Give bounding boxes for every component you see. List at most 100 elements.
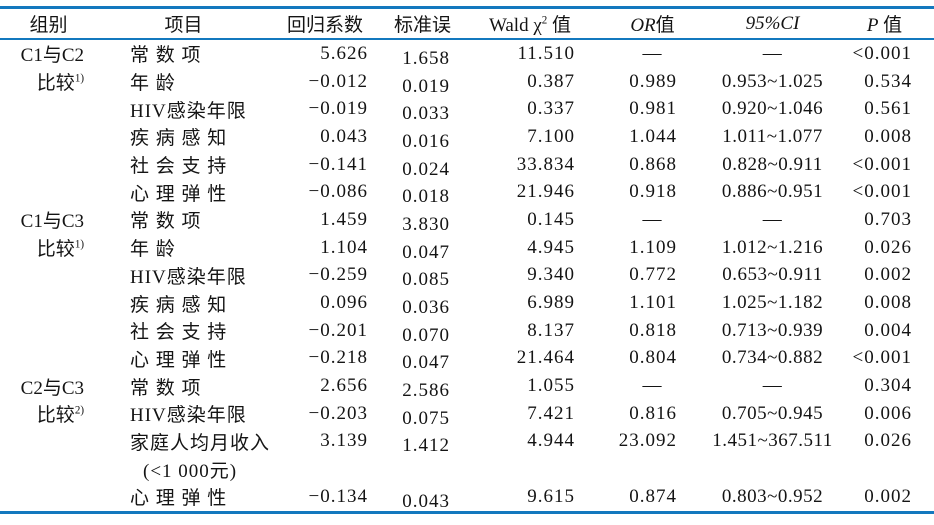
cell-coef: −0.086 — [308, 181, 368, 203]
table-row: 比较2) HIV感染年限 −0.203 0.075 7.421 0.816 0.705~0.… — [0, 400, 934, 429]
cell-se — [380, 455, 465, 483]
cell-wald: 8.137 — [527, 319, 575, 341]
cell-ci: 1.011~1.077 — [722, 125, 823, 147]
cell-ci: — — [762, 42, 783, 64]
cell-wald — [465, 455, 595, 483]
cell-ci: 0.713~0.939 — [721, 319, 824, 341]
cell-coef: −0.259 — [308, 264, 368, 286]
cell-item: 常 数 项 — [130, 211, 202, 233]
cell-p: <0.001 — [852, 153, 912, 175]
col-header-se: 标准误 — [380, 7, 465, 40]
cell-ci — [710, 455, 835, 483]
cell-ci: — — [762, 208, 783, 230]
cell-item: (<1 000元) — [143, 460, 238, 482]
cell-ci: 0.705~0.945 — [721, 402, 824, 424]
cell-group — [0, 178, 97, 206]
se-value: 0.033 — [402, 103, 450, 125]
cell-se: 0.043 — [380, 483, 465, 512]
cell-or: — — [642, 375, 663, 397]
logistic-regression-table: 组别 项目 回归系数 标准误 Wald χ2 值 OR值 95%CI P 值 C1与C2 常 数… — [0, 6, 934, 514]
group-label: C1与C2 — [20, 45, 84, 67]
cell-coef: −0.201 — [308, 319, 368, 341]
group-label: C1与C3 — [20, 211, 84, 233]
cell-or: — — [642, 42, 663, 64]
table-row: C1与C3 常 数 项 1.459 3.830 0.145 — — 0.703 — [0, 206, 934, 235]
table-row: 比较1) 年 龄 −0.012 0.019 0.387 0.989 0.953~1.025 0… — [0, 68, 934, 97]
cell-se: 1.412 — [380, 428, 465, 456]
se-value: 0.019 — [402, 75, 450, 97]
se-value: 2.586 — [402, 380, 450, 402]
cell-p: 0.008 — [864, 125, 912, 147]
col-header-item: 项目 — [97, 7, 270, 40]
table-row: 心 理 弹 性 −0.218 0.047 21.464 0.804 0.734~0.882… — [0, 345, 934, 373]
col-header-coef: 回归系数 — [270, 7, 380, 40]
cell-or: — — [642, 208, 663, 230]
group-label: 比较 — [36, 73, 75, 95]
cell-coef: 1.459 — [320, 208, 368, 230]
cell-group: 比较2) — [0, 400, 97, 428]
col-header-or: OR值 — [595, 7, 710, 40]
cell-wald: 9.615 — [527, 485, 575, 507]
cell-group — [0, 262, 97, 290]
cell-or: 0.868 — [629, 153, 677, 175]
group-footnote-marker: 1) — [74, 72, 84, 85]
cell-wald: 6.989 — [527, 292, 575, 314]
cell-wald: 33.834 — [516, 153, 575, 175]
cell-p: 0.004 — [864, 319, 912, 341]
se-value: 0.070 — [402, 324, 450, 346]
cell-ci: 0.886~0.951 — [721, 181, 824, 203]
se-value: 0.024 — [402, 158, 450, 180]
table-row: 比较1) 年 龄 1.104 0.047 4.945 1.109 1.012~1.216 0.… — [0, 234, 934, 263]
table-row: 疾 病 感 知 0.096 0.036 6.989 1.101 1.025~1.182 0.… — [0, 289, 934, 318]
cell-or — [595, 455, 710, 483]
cell-item: HIV感染年限 — [130, 100, 247, 122]
cell-or: 0.989 — [629, 70, 677, 92]
cell-or: 1.044 — [629, 125, 677, 147]
cell-group — [0, 151, 97, 179]
cell-wald: 7.100 — [527, 125, 575, 147]
cell-item: 心 理 弹 性 — [130, 488, 228, 510]
cell-group: C2与C3 — [0, 372, 97, 400]
cell-item: 疾 病 感 知 — [130, 128, 228, 150]
group-label: 比较 — [36, 239, 75, 261]
cell-se: 0.075 — [380, 400, 465, 429]
se-value: 0.043 — [402, 490, 450, 512]
cell-wald: 4.944 — [527, 430, 575, 452]
cell-p: 0.534 — [864, 70, 912, 92]
cell-coef: 2.656 — [320, 375, 368, 397]
table-row: HIV感染年限 −0.259 0.085 9.340 0.772 0.653~0.911 0… — [0, 262, 934, 290]
cell-item: 疾 病 感 知 — [130, 294, 228, 316]
cell-group — [0, 483, 97, 512]
se-value: 1.412 — [402, 435, 450, 457]
cell-p: <0.001 — [852, 42, 912, 64]
cell-se: 0.036 — [380, 289, 465, 318]
cell-or: 1.101 — [629, 292, 677, 314]
se-value: 3.830 — [402, 213, 450, 235]
cell-ci: — — [762, 375, 783, 397]
cell-se: 3.830 — [380, 206, 465, 235]
group-footnote-marker: 1) — [74, 238, 84, 251]
table-row: 社 会 支 持 −0.141 0.024 33.834 0.868 0.828~0.911… — [0, 151, 934, 180]
cell-ci: 0.653~0.911 — [722, 264, 823, 286]
cell-se: 0.018 — [380, 178, 465, 207]
cell-coef: −0.218 — [308, 347, 368, 369]
table-row: 社 会 支 持 −0.201 0.070 8.137 0.818 0.713~0.939 0… — [0, 317, 934, 346]
cell-coef: −0.141 — [308, 153, 368, 175]
cell-p: 0.026 — [864, 236, 912, 258]
col-header-ci: 95%CI — [710, 7, 835, 40]
cell-coef: 5.626 — [320, 42, 368, 64]
cell-coef: −0.203 — [308, 402, 368, 424]
table-row: C2与C3 常 数 项 2.656 2.586 1.055 — — 0.304 — [0, 372, 934, 402]
cell-wald: 1.055 — [527, 375, 575, 397]
cell-se: 0.070 — [380, 317, 465, 346]
cell-item: HIV感染年限 — [130, 266, 247, 288]
cell-coef: 0.096 — [320, 292, 368, 314]
cell-group — [0, 95, 97, 123]
table-row: 家庭人均月收入 3.139 1.412 4.944 23.092 1.451~367.51… — [0, 428, 934, 456]
cell-item: 常 数 项 — [130, 45, 202, 67]
cell-p: 0.002 — [864, 264, 912, 286]
cell-group — [0, 345, 97, 373]
cell-group — [0, 428, 97, 456]
group-label: 比较 — [36, 405, 75, 427]
cell-se: 0.024 — [380, 151, 465, 180]
